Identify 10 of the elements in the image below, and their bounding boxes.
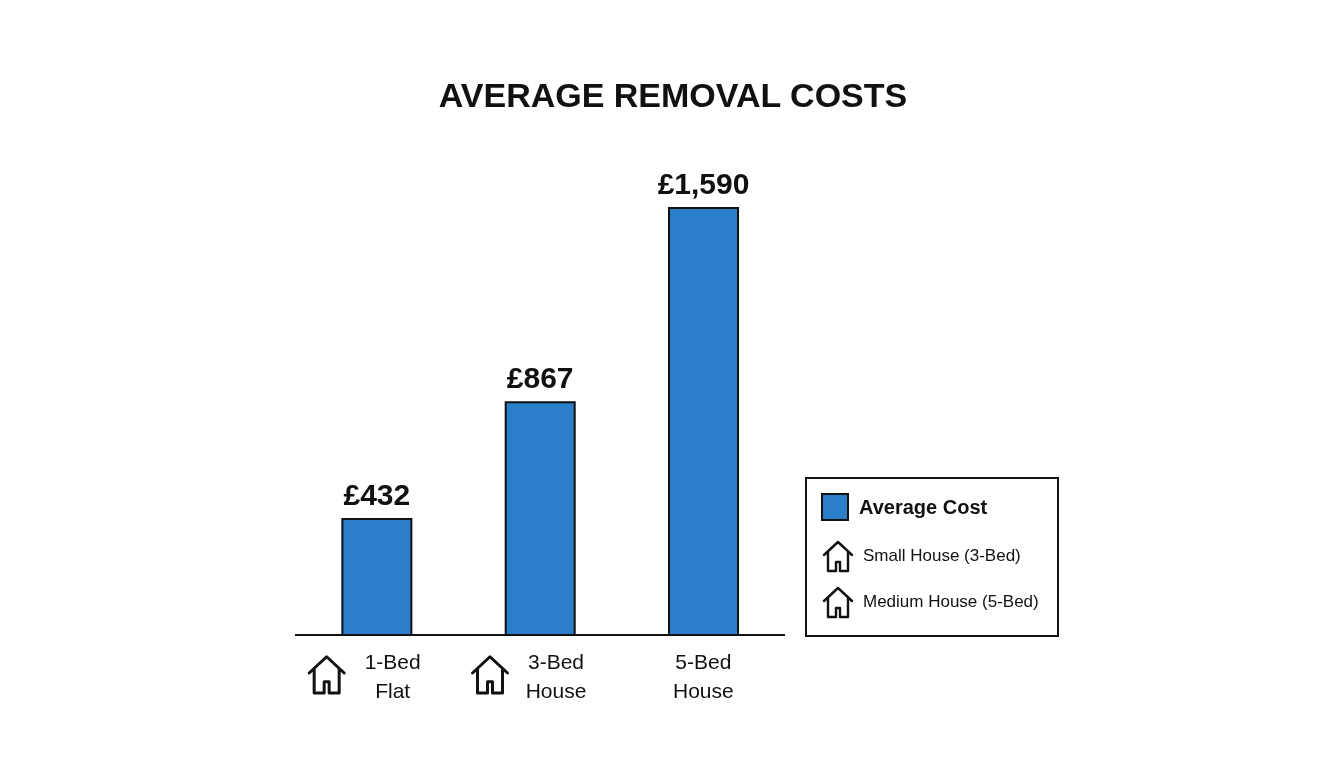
data-label: £867 — [506, 361, 574, 395]
legend-label: Average Cost — [859, 495, 988, 519]
text: Small House (3-Bed) — [863, 546, 1021, 566]
data-label: £432 — [343, 477, 411, 511]
data-label: £1,590 — [657, 167, 750, 200]
x-tick-label: 1-Bed Flat — [364, 650, 421, 702]
text: Medium House (5-Bed) — [863, 592, 1039, 612]
x-tick-label: 5-Bed House — [672, 650, 734, 702]
chart-title: AVERAGE REMOVAL COSTS — [437, 76, 909, 115]
x-tick-label: 3-Bed House — [525, 650, 587, 702]
